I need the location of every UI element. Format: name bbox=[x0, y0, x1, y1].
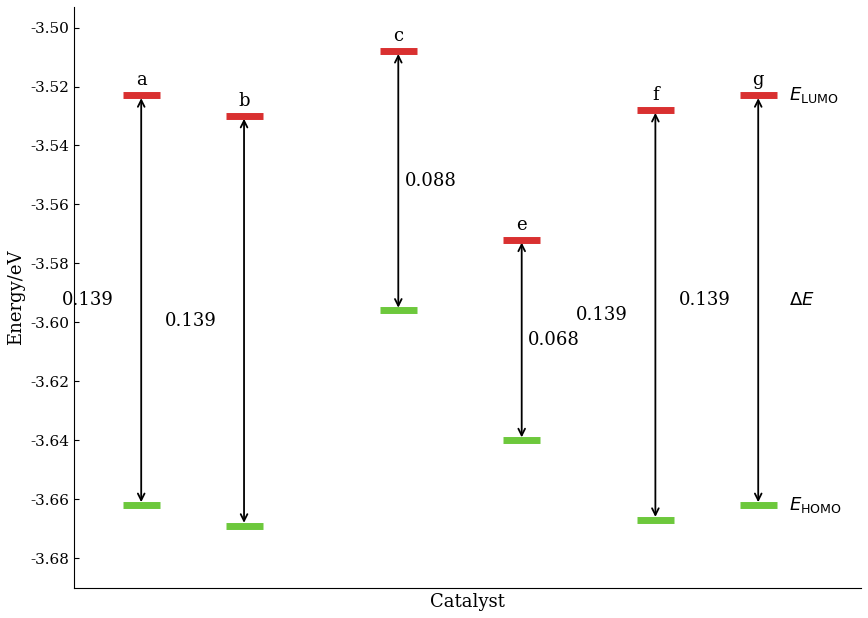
Text: 0.068: 0.068 bbox=[528, 331, 580, 349]
Text: 0.139: 0.139 bbox=[164, 312, 216, 330]
Text: f: f bbox=[652, 86, 659, 104]
Text: 0.139: 0.139 bbox=[679, 291, 731, 309]
Text: b: b bbox=[239, 92, 250, 110]
Text: $\Delta E$: $\Delta E$ bbox=[789, 291, 815, 309]
Text: g: g bbox=[753, 72, 764, 90]
Text: $E_{\rm LUMO}$: $E_{\rm LUMO}$ bbox=[789, 85, 838, 105]
Text: c: c bbox=[393, 27, 404, 45]
Y-axis label: Energy/eV: Energy/eV bbox=[7, 250, 25, 345]
Text: 0.139: 0.139 bbox=[575, 306, 628, 324]
Text: 0.139: 0.139 bbox=[62, 291, 114, 309]
Text: $E_{\rm HOMO}$: $E_{\rm HOMO}$ bbox=[789, 495, 842, 515]
X-axis label: Catalyst: Catalyst bbox=[431, 593, 505, 611]
Text: e: e bbox=[516, 216, 527, 234]
Text: a: a bbox=[135, 72, 147, 90]
Text: 0.088: 0.088 bbox=[404, 172, 457, 190]
